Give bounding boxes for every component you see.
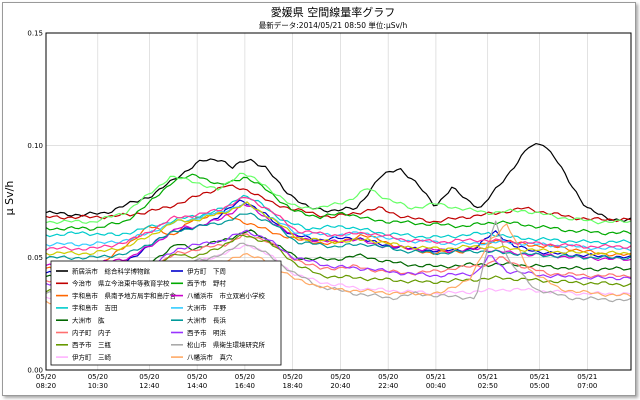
legend-label: 伊方町 三崎 [72,352,112,361]
x-tick-time: 16:40 [235,382,255,390]
x-tick-date: 05/20 [235,373,255,381]
x-tick-date: 05/21 [426,373,446,381]
legend-label: 内子町 内子 [72,328,112,337]
x-tick-date: 05/20 [187,373,207,381]
x-tick-date: 05/20 [330,373,350,381]
chart-subtitle: 最新データ:2014/05/21 08:50 単位:μSv/h [259,20,408,30]
x-tick-labels: 05/2008:2005/2010:3005/2012:4005/2014:40… [36,373,597,390]
legend-label: 伊方町 下周 [187,266,226,275]
series-line [45,143,632,223]
x-tick-date: 05/20 [283,373,303,381]
legend-label: 宇和島市 県南予地方局宇和島庁舎 [72,291,177,300]
legend-label: 大洲市 平野 [187,303,227,312]
y-axis-label: μ Sv/h [3,181,16,216]
x-tick-time: 05:00 [529,382,549,390]
x-tick-time: 22:40 [378,382,398,390]
x-tick-time: 12:40 [139,382,159,390]
series-line [45,172,632,225]
x-tick-date: 05/20 [378,373,398,381]
line-chart: 愛媛県 空間線量率グラフ 最新データ:2014/05/21 08:50 単位:μ… [3,5,632,390]
grid [45,32,631,371]
x-tick-time: 08:20 [36,382,56,390]
x-tick-date: 05/21 [577,373,597,381]
x-tick-time: 14:40 [187,382,207,390]
legend-label: 松山市 県衛生環境研究所 [187,340,266,349]
legend-label: 西予市 三瓶 [72,340,112,349]
legend-label: 大洲市 長浜 [187,316,227,325]
x-tick-time: 10:30 [88,382,108,390]
x-tick-date: 05/20 [88,373,108,381]
y-tick-label: 0.05 [27,254,43,262]
legend-label: 西予市 明浜 [187,328,227,337]
series-line [45,201,632,256]
y-tick-label: 0.15 [27,30,43,38]
series-line [45,196,632,251]
series-line [45,199,632,276]
legend-label: 新居浜市 総合科学博物館 [72,266,151,275]
legend-label: 宇和島市 吉田 [72,303,118,312]
series-line [45,212,632,261]
plot-area-border [45,32,632,371]
x-tick-date: 05/21 [478,373,498,381]
x-tick-time: 00:40 [426,382,446,390]
x-tick-date: 05/20 [139,373,159,381]
legend-label: 八幡浜市 真穴 [187,352,233,361]
legend-label: 大洲市 肱 [72,316,105,325]
series-line [45,194,632,245]
series-line [45,184,632,224]
chart-frame: 愛媛県 空間線量率グラフ 最新データ:2014/05/21 08:50 単位:μ… [2,2,636,396]
x-tick-date: 05/20 [36,373,56,381]
legend-label: 西予市 野村 [187,279,227,288]
legend-label: 八幡浜市 市立双岩小学校 [187,291,266,300]
legend-box [50,260,282,366]
x-tick-time: 07:00 [577,382,597,390]
legend-label: 今治市 県立今治東中等教育学校 [72,279,170,288]
x-tick-date: 05/21 [529,373,549,381]
y-tick-label: 0.00 [27,367,43,375]
x-tick-time: 18:40 [283,382,303,390]
y-tick-label: 0.10 [27,142,43,150]
chart-title: 愛媛県 空間線量率グラフ [271,5,396,19]
x-tick-time: 02:50 [478,382,498,390]
series-line [45,173,632,236]
y-tick-labels: 0.00 0.05 0.10 0.15 [27,30,43,375]
x-tick-time: 20:40 [330,382,350,390]
